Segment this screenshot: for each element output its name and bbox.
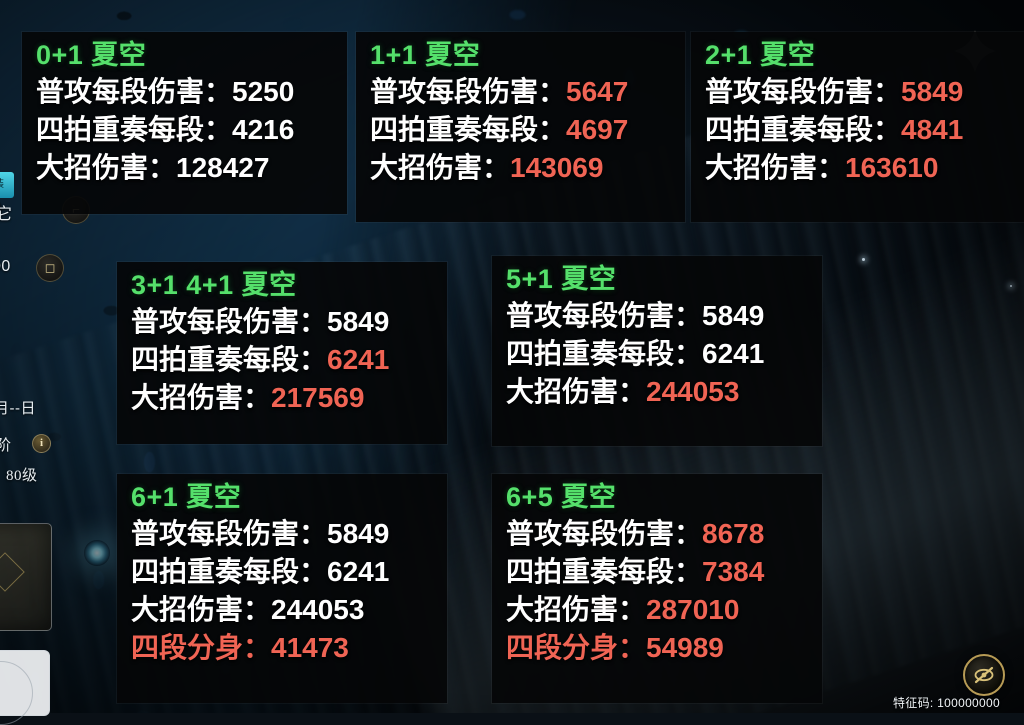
stat-value: 5849	[702, 299, 765, 331]
stat-label: 四拍重奏每段：	[131, 555, 328, 587]
card-title: 6+5 夏空	[506, 482, 617, 512]
stat-value: 6241	[327, 343, 390, 375]
stat-value: 244053	[646, 375, 740, 407]
stat-card: 6+5 夏空 普攻每段伤害：8678 四拍重奏每段：7384 大招伤害：2870…	[492, 474, 822, 703]
stat-card: 0+1 夏空 普攻每段伤害：5250 四拍重奏每段：4216 大招伤害：1284…	[22, 32, 347, 214]
stat-row: 大招伤害：128427	[36, 149, 333, 187]
stat-label: 四段分身：	[131, 631, 272, 663]
stat-value: 163610	[845, 151, 939, 183]
stat-value: 41473	[271, 631, 349, 663]
stat-label: 大招伤害：	[131, 381, 272, 413]
card-title: 2+1 夏空	[705, 40, 816, 70]
stat-row: 大招伤害：163610	[705, 149, 1010, 187]
stat-label: 四拍重奏每段：	[506, 555, 703, 587]
card-title: 5+1 夏空	[506, 264, 617, 294]
hud-date-text: 月--日	[0, 400, 36, 417]
stat-label: 四拍重奏每段：	[506, 337, 703, 369]
stat-value: 217569	[271, 381, 365, 413]
stat-row: 四段分身：54989	[506, 629, 808, 667]
stat-row: 大招伤害：287010	[506, 591, 808, 629]
stat-row: 大招伤害：244053	[131, 591, 433, 629]
hud-rank-text: 阶	[0, 437, 12, 454]
info-icon[interactable]: i	[32, 434, 51, 453]
stat-label: 普攻每段伤害：	[506, 299, 703, 331]
hud-fragment-text: 它	[0, 206, 13, 223]
stat-card: 5+1 夏空 普攻每段伤害：5849 四拍重奏每段：6241 大招伤害：2440…	[492, 256, 822, 446]
stat-card: 6+1 夏空 普攻每段伤害：5849 四拍重奏每段：6241 大招伤害：2440…	[117, 474, 447, 703]
stat-label: 大招伤害：	[36, 151, 177, 183]
stat-row: 普攻每段伤害：8678	[506, 515, 808, 553]
stat-label: 四拍重奏每段：	[36, 113, 233, 145]
stat-value: 5849	[327, 305, 390, 337]
stat-row: 四拍重奏每段：4841	[705, 111, 1010, 149]
stat-label: 大招伤害：	[506, 375, 647, 407]
diamond-icon	[0, 552, 25, 592]
stat-row: 普攻每段伤害：5849	[705, 73, 1010, 111]
stat-label: 四拍重奏每段：	[131, 343, 328, 375]
arc-decoration-icon	[0, 661, 33, 725]
card-title: 1+1 夏空	[370, 40, 481, 70]
stat-label: 普攻每段伤害：	[506, 517, 703, 549]
stat-value: 54989	[646, 631, 724, 663]
stat-value: 5250	[232, 75, 295, 107]
stat-row: 四拍重奏每段：4216	[36, 111, 333, 149]
stat-label: 普攻每段伤害：	[36, 75, 233, 107]
stat-value: 143069	[510, 151, 604, 183]
stat-value: 5849	[327, 517, 390, 549]
hud-counter-text: 00	[0, 258, 11, 275]
stat-value: 4216	[232, 113, 295, 145]
stat-value: 5647	[566, 75, 629, 107]
stat-value: 128427	[176, 151, 270, 183]
hud-level-text: 80级	[6, 468, 38, 484]
card-title: 0+1 夏空	[36, 40, 147, 70]
stat-value: 6241	[327, 555, 390, 587]
stat-card: 1+1 夏空 普攻每段伤害：5647 四拍重奏每段：4697 大招伤害：1430…	[356, 32, 685, 222]
stat-label: 普攻每段伤害：	[131, 305, 328, 337]
stat-row: 四段分身：41473	[131, 629, 433, 667]
stat-row: 普攻每段伤害：5849	[131, 515, 433, 553]
card-title: 3+1 4+1 夏空	[131, 270, 297, 300]
stat-row: 大招伤害：217569	[131, 379, 433, 417]
stat-value: 6241	[702, 337, 765, 369]
stat-label: 四段分身：	[506, 631, 647, 663]
feature-code-label: 特征码: 100000000	[893, 696, 1000, 710]
hud-white-panel[interactable]	[0, 650, 50, 725]
stat-label: 四拍重奏每段：	[705, 113, 902, 145]
stat-row: 四拍重奏每段：6241	[131, 553, 433, 591]
stat-value: 8678	[702, 517, 765, 549]
stat-row: 四拍重奏每段：7384	[506, 553, 808, 591]
stat-label: 普攻每段伤害：	[370, 75, 567, 107]
stat-row: 普攻每段伤害：5849	[131, 303, 433, 341]
hud-equip-badge[interactable]: 装	[0, 172, 14, 198]
stat-row: 普攻每段伤害：5647	[370, 73, 671, 111]
hud-slot-icon-2[interactable]: ◻	[36, 254, 64, 282]
stat-label: 大招伤害：	[705, 151, 846, 183]
stat-row: 普攻每段伤害：5849	[506, 297, 808, 335]
stat-label: 四拍重奏每段：	[370, 113, 567, 145]
stat-row: 四拍重奏每段：4697	[370, 111, 671, 149]
card-title: 6+1 夏空	[131, 482, 242, 512]
stat-value: 7384	[702, 555, 765, 587]
stat-row: 大招伤害：143069	[370, 149, 671, 187]
stat-label: 大招伤害：	[506, 593, 647, 625]
stat-card: 2+1 夏空 普攻每段伤害：5849 四拍重奏每段：4841 大招伤害：1636…	[691, 32, 1024, 222]
stat-card: 3+1 4+1 夏空 普攻每段伤害：5849 四拍重奏每段：6241 大招伤害：…	[117, 262, 447, 444]
stat-row: 普攻每段伤害：5250	[36, 73, 333, 111]
stat-value: 287010	[646, 593, 740, 625]
stat-row: 大招伤害：244053	[506, 373, 808, 411]
stat-label: 大招伤害：	[370, 151, 511, 183]
stat-label: 普攻每段伤害：	[705, 75, 902, 107]
hud-item-card[interactable]	[0, 523, 52, 631]
eye-off-button[interactable]	[963, 654, 1005, 696]
stat-value: 244053	[271, 593, 365, 625]
stat-label: 普攻每段伤害：	[131, 517, 328, 549]
stat-row: 四拍重奏每段：6241	[506, 335, 808, 373]
eye-off-icon	[974, 666, 994, 684]
stat-label: 大招伤害：	[131, 593, 272, 625]
stat-value: 4697	[566, 113, 629, 145]
stat-row: 四拍重奏每段：6241	[131, 341, 433, 379]
stat-value: 4841	[901, 113, 964, 145]
stat-value: 5849	[901, 75, 964, 107]
